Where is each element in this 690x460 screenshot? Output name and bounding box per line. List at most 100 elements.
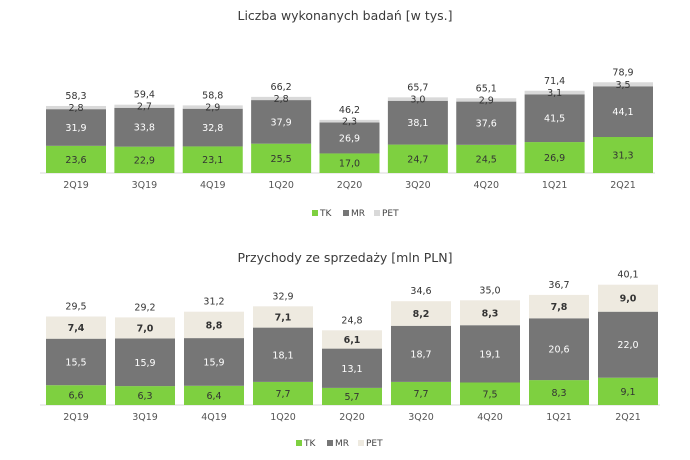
data-label-tk: 7,7 (275, 389, 290, 400)
x-tick-label: 1Q20 (270, 412, 296, 423)
bar-pet-2q20 (319, 119, 380, 123)
x-tick-label: 1Q20 (268, 180, 294, 191)
bar-tk-4q20 (460, 382, 520, 405)
bar-pet-2q19 (46, 105, 106, 110)
bar-mr-4q19 (184, 338, 244, 386)
data-label-pet: 7,8 (551, 302, 568, 313)
total-label: 29,5 (65, 302, 86, 313)
data-label-pet: 3,5 (615, 80, 630, 91)
total-label: 24,8 (341, 315, 362, 326)
data-label-tk: 9,1 (620, 387, 635, 398)
bar-mr-3q19 (115, 338, 175, 387)
x-tick-label: 3Q20 (408, 412, 434, 423)
total-label: 40,1 (617, 270, 638, 281)
data-label-mr: 18,1 (272, 350, 293, 361)
data-label-mr: 13,1 (341, 364, 362, 375)
bar-mr-1q20 (251, 100, 312, 144)
bar-tk-1q21 (529, 380, 589, 405)
x-tick-label: 4Q19 (201, 412, 227, 423)
data-label-mr: 33,8 (134, 123, 155, 134)
data-label-mr: 15,9 (203, 357, 224, 368)
bar-mr-1q21 (529, 318, 589, 381)
x-tick-label: 3Q20 (405, 180, 431, 191)
data-label-pet: 9,0 (620, 294, 637, 305)
data-label-mr: 44,1 (612, 107, 633, 118)
x-tick-label: 4Q20 (477, 412, 503, 423)
data-label-pet: 2,3 (342, 117, 357, 128)
total-label: 71,4 (544, 76, 565, 87)
total-label: 29,2 (134, 302, 155, 313)
legend-swatch-mr (327, 440, 333, 446)
bar-mr-4q19 (182, 108, 243, 147)
data-label-mr: 37,6 (476, 119, 497, 130)
legend-label-tk: TK (319, 209, 332, 219)
bar-tk-4q20 (456, 144, 517, 173)
bar-pet-3q19 (115, 317, 175, 339)
bar-tk-1q20 (253, 381, 313, 405)
legend-swatch-pet (358, 440, 364, 446)
bar-mr-2q21 (593, 86, 653, 138)
total-label: 34,6 (410, 286, 431, 297)
bar-tk-1q21 (524, 142, 585, 173)
legend-swatch-pet (374, 210, 380, 216)
bar-mr-2q20 (319, 122, 380, 154)
data-label-tk: 23,6 (65, 155, 86, 166)
data-label-tk: 6,4 (206, 391, 221, 402)
data-label-tk: 17,0 (339, 159, 360, 170)
x-tick-label: 1Q21 (546, 412, 572, 423)
data-label-mr: 37,9 (271, 117, 292, 128)
bar-tk-3q19 (115, 386, 175, 405)
legend-label-mr: MR (335, 439, 349, 449)
bar-tk-2q20 (319, 153, 380, 173)
total-label: 66,2 (271, 82, 292, 93)
total-label: 36,7 (548, 280, 569, 291)
bar-pet-2q21 (593, 82, 653, 87)
legend-label-pet: PET (366, 439, 383, 449)
data-label-pet: 2,7 (137, 102, 152, 113)
bar-mr-4q20 (456, 101, 517, 145)
total-label: 32,9 (272, 291, 293, 302)
total-label: 46,2 (339, 105, 360, 116)
bar-mr-1q21 (524, 94, 585, 143)
bar-tk-3q20 (391, 381, 451, 405)
x-tick-label: 2Q21 (610, 180, 636, 191)
bar-pet-3q20 (387, 97, 448, 101)
bar-pet-2q19 (46, 316, 106, 339)
legend-swatch-tk (296, 440, 302, 446)
x-tick-label: 2Q21 (615, 412, 641, 423)
bar-pet-2q20 (322, 330, 382, 349)
legend-swatch-tk (312, 210, 318, 216)
data-label-tk: 5,7 (344, 392, 359, 403)
bar-tk-2q19 (46, 385, 106, 405)
data-label-pet: 2,8 (274, 94, 289, 105)
total-label: 78,9 (612, 67, 633, 78)
data-label-pet: 2,9 (205, 103, 220, 114)
bar-mr-3q19 (114, 107, 175, 147)
bar-mr-3q20 (391, 325, 451, 382)
bar-tk-4q19 (182, 146, 243, 173)
x-tick-label: 4Q19 (200, 180, 226, 191)
data-label-tk: 25,5 (271, 154, 292, 165)
bar-mr-2q19 (46, 109, 106, 146)
data-label-mr: 20,6 (548, 345, 569, 356)
bar-mr-3q20 (387, 100, 448, 145)
data-label-mr: 22,0 (617, 340, 638, 351)
bar-tk-3q19 (114, 146, 175, 173)
bar-tk-4q19 (184, 385, 244, 405)
data-label-pet: 6,1 (344, 335, 361, 346)
data-label-pet: 3,1 (547, 88, 562, 99)
bar-mr-1q20 (253, 327, 313, 382)
data-label-tk: 6,3 (137, 391, 152, 402)
bar-mr-2q20 (322, 348, 382, 388)
data-label-tk: 7,5 (482, 389, 497, 400)
total-label: 58,3 (65, 91, 86, 102)
bar-tk-1q20 (251, 143, 312, 173)
chart-title: Przychody ze sprzedaży [mln PLN] (237, 250, 453, 265)
data-label-tk: 31,3 (612, 151, 633, 162)
data-label-mr: 15,9 (134, 358, 155, 369)
total-label: 65,7 (407, 82, 428, 93)
data-label-pet: 7,4 (68, 323, 85, 334)
legend-label-tk: TK (303, 439, 316, 449)
data-label-pet: 8,2 (413, 309, 430, 320)
